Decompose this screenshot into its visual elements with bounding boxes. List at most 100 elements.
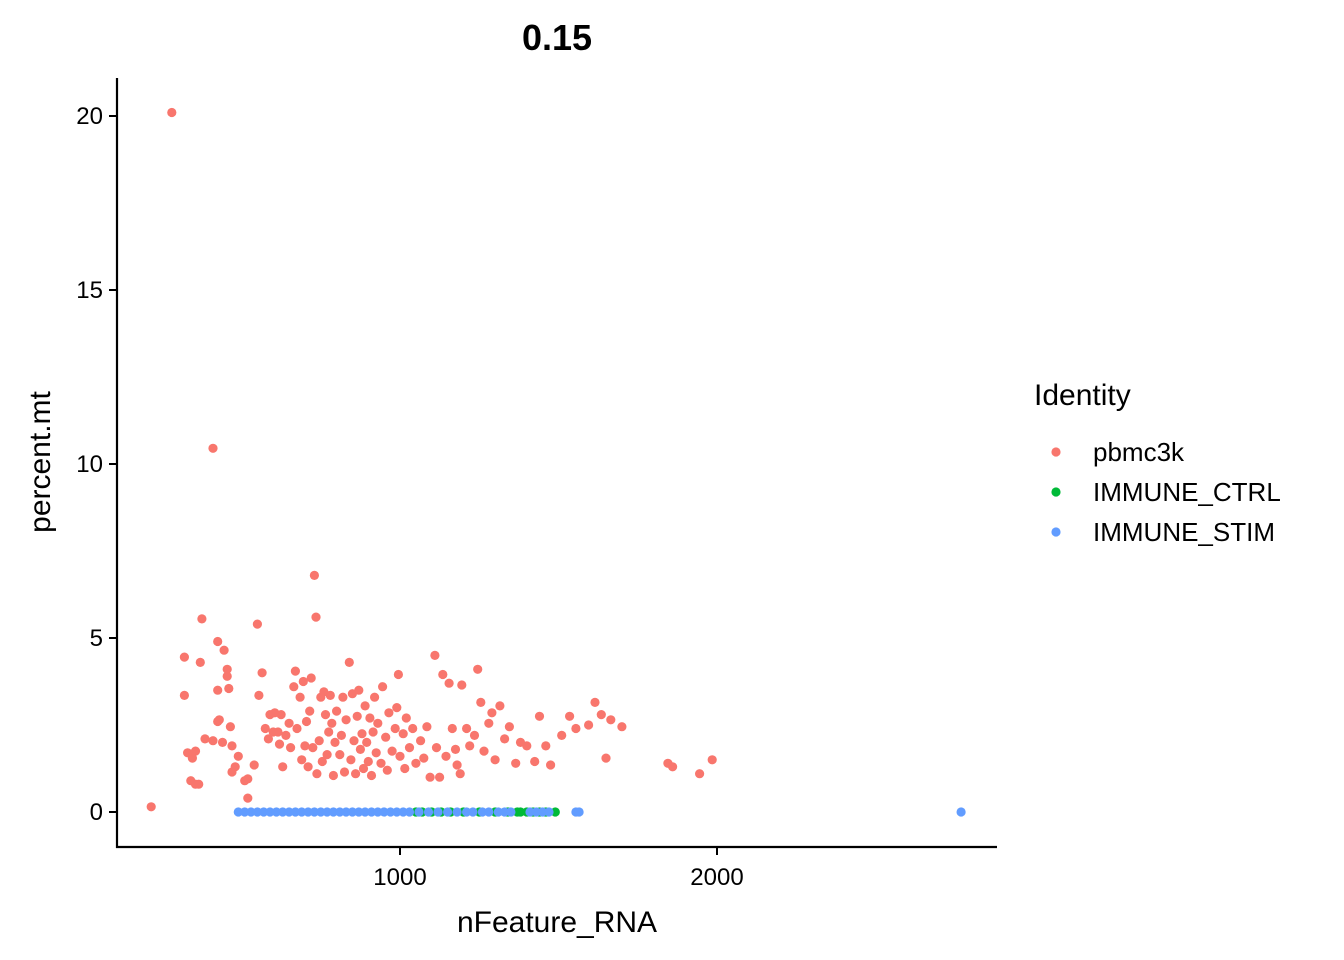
data-point xyxy=(292,723,302,734)
data-point xyxy=(393,669,403,680)
legend-title: Identity xyxy=(1034,379,1131,412)
data-point xyxy=(208,443,218,453)
data-point xyxy=(330,737,340,748)
data-point xyxy=(484,718,494,728)
data-point xyxy=(227,741,237,751)
data-point xyxy=(387,746,397,756)
data-point xyxy=(493,807,503,817)
data-point xyxy=(358,763,369,774)
data-point xyxy=(335,807,345,817)
x-tick-label: 1000 xyxy=(373,864,426,891)
data-point xyxy=(392,807,402,817)
data-point xyxy=(332,706,342,716)
data-point xyxy=(357,729,367,739)
data-point xyxy=(447,723,457,734)
data-point xyxy=(222,671,232,681)
data-point xyxy=(398,807,408,817)
data-point xyxy=(362,737,372,748)
data-point xyxy=(441,751,451,761)
data-point xyxy=(416,736,426,746)
legend: Identity pbmc3k IMMUNE_CTRL IMMUNE_STIM xyxy=(1034,379,1281,547)
data-point xyxy=(707,755,717,765)
data-point xyxy=(531,807,541,817)
data-point xyxy=(349,736,359,746)
data-point xyxy=(322,807,332,817)
data-point xyxy=(379,807,389,817)
data-point xyxy=(574,807,584,817)
data-point xyxy=(224,683,234,694)
data-point xyxy=(500,807,510,817)
legend-label: IMMUNE_STIM xyxy=(1093,517,1275,547)
data-point xyxy=(584,720,594,730)
data-point xyxy=(601,753,611,763)
data-point xyxy=(341,715,351,725)
data-point xyxy=(546,760,556,770)
data-point xyxy=(452,760,462,770)
data-point xyxy=(450,744,461,755)
data-point xyxy=(544,807,554,817)
data-point xyxy=(200,734,210,744)
data-point xyxy=(300,741,310,751)
data-point xyxy=(265,807,275,817)
data-point xyxy=(252,807,262,817)
data-point xyxy=(305,706,315,716)
data-point xyxy=(457,680,467,690)
data-point xyxy=(479,746,489,756)
data-point xyxy=(263,734,273,744)
data-point xyxy=(431,743,442,753)
data-point xyxy=(435,772,445,782)
data-point xyxy=(252,619,262,629)
data-point xyxy=(617,722,627,732)
data-point xyxy=(290,666,300,676)
chart-title: 0.15 xyxy=(522,17,592,58)
data-point xyxy=(411,758,421,768)
data-point xyxy=(290,807,300,817)
data-point xyxy=(530,756,540,767)
data-point xyxy=(956,807,966,817)
data-point xyxy=(352,711,362,721)
data-point xyxy=(695,769,705,779)
legend-label: pbmc3k xyxy=(1093,437,1185,467)
data-point xyxy=(534,711,545,721)
data-point xyxy=(312,769,322,779)
data-point xyxy=(390,723,400,734)
data-point xyxy=(179,652,189,662)
data-point xyxy=(363,756,373,767)
data-point xyxy=(423,807,434,817)
data-point xyxy=(404,743,415,753)
data-point xyxy=(179,690,189,701)
y-ticks: 0 5 10 15 20 xyxy=(76,103,117,826)
data-point xyxy=(376,758,386,768)
series-pbmc3k xyxy=(146,107,717,812)
data-point xyxy=(233,807,243,817)
data-point xyxy=(462,807,472,817)
data-point xyxy=(308,743,318,753)
data-point xyxy=(484,807,494,817)
data-point xyxy=(327,718,337,728)
data-point xyxy=(443,807,453,817)
points-layer xyxy=(146,107,966,817)
data-point xyxy=(571,723,581,734)
x-ticks: 1000 2000 xyxy=(373,847,744,891)
data-point xyxy=(320,710,331,720)
data-point xyxy=(541,741,551,751)
data-point xyxy=(281,730,291,741)
data-point xyxy=(477,807,487,817)
data-point xyxy=(306,673,316,683)
data-point xyxy=(385,807,396,817)
data-point xyxy=(303,762,313,772)
data-point xyxy=(297,755,307,765)
data-point xyxy=(233,751,243,761)
data-point xyxy=(195,657,205,668)
data-point xyxy=(284,718,294,728)
y-tick-label: 5 xyxy=(90,625,103,652)
data-point xyxy=(419,753,429,763)
data-point xyxy=(278,807,288,817)
data-point xyxy=(213,685,223,695)
data-point xyxy=(373,807,383,817)
data-point xyxy=(490,755,500,765)
data-point xyxy=(311,612,321,622)
data-point xyxy=(344,657,354,668)
data-point xyxy=(246,807,256,817)
